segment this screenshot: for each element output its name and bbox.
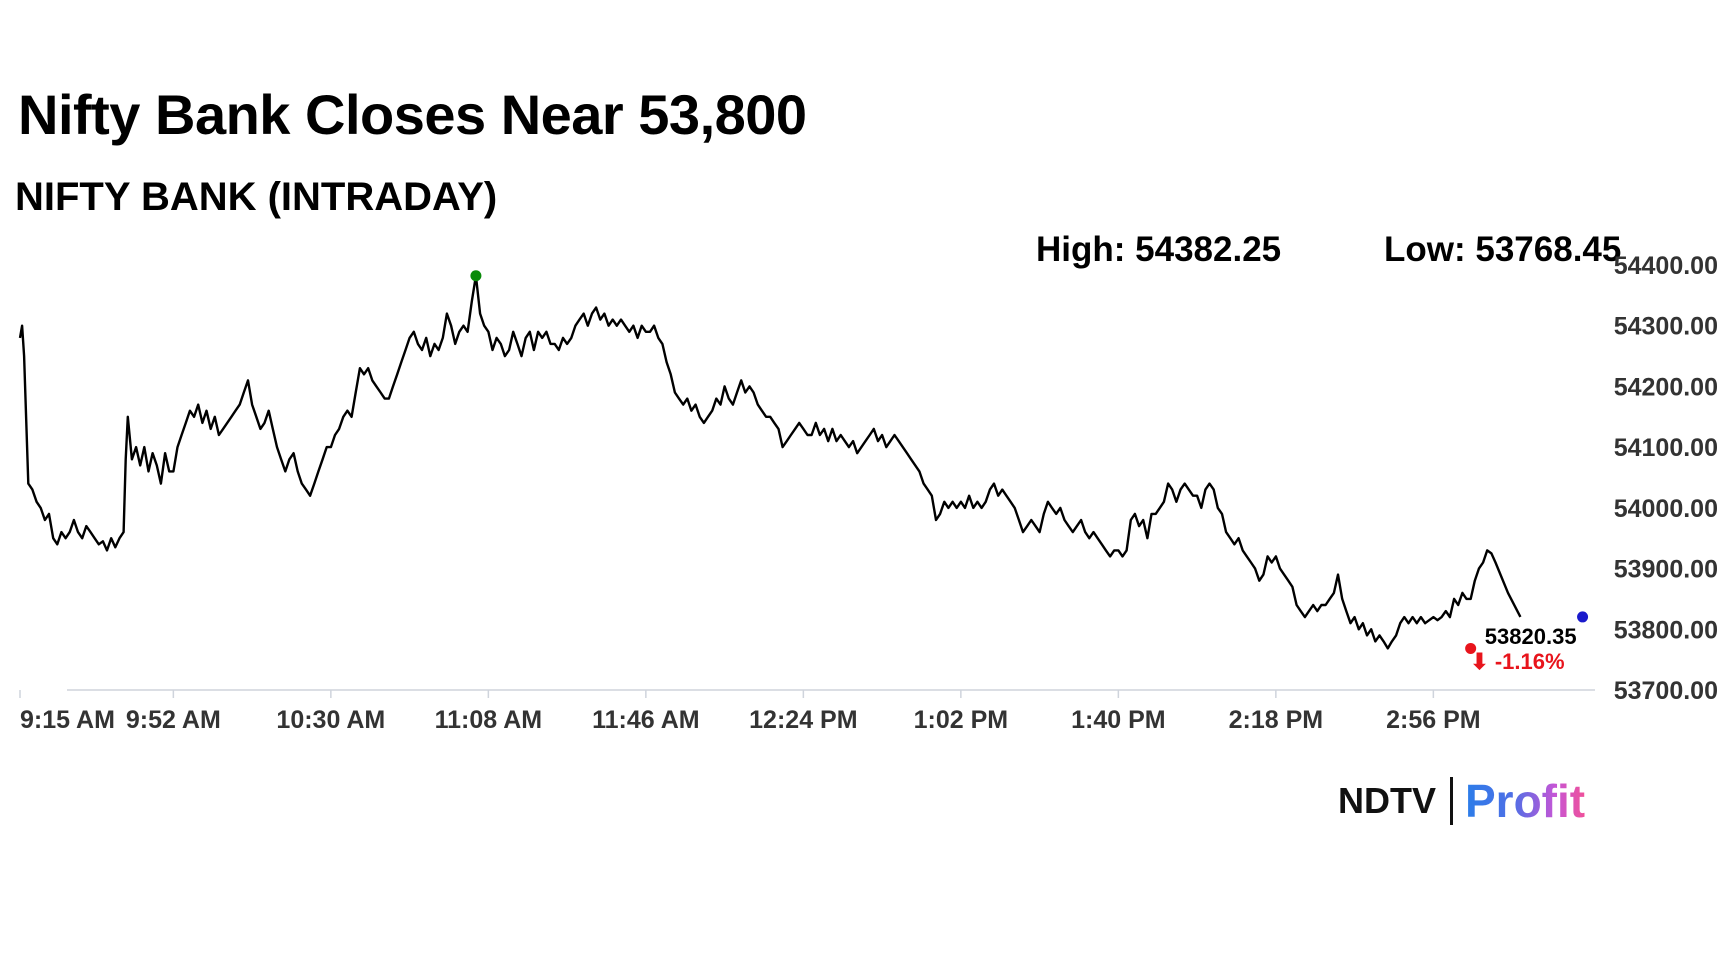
logo-divider bbox=[1450, 777, 1453, 825]
profit-logo-text: Profit bbox=[1465, 775, 1586, 827]
x-tick-label: 1:40 PM bbox=[1071, 706, 1165, 734]
y-tick-label: 54100.00 bbox=[1614, 434, 1718, 462]
chart-title: Nifty Bank Closes Near 53,800 bbox=[18, 83, 807, 146]
y-tick-label: 54000.00 bbox=[1614, 495, 1718, 523]
y-tick-label: 53800.00 bbox=[1614, 616, 1718, 644]
y-tick-label: 53900.00 bbox=[1614, 556, 1718, 584]
x-tick-label: 9:52 AM bbox=[126, 706, 221, 734]
change-percent-label: ⬇ -1.16% bbox=[1470, 649, 1564, 674]
chart-subtitle: NIFTY BANK (INTRADAY) bbox=[15, 175, 498, 219]
low-marker bbox=[1465, 642, 1477, 654]
close-value-label: 53820.35 bbox=[1485, 624, 1577, 649]
x-tick-label: 1:02 PM bbox=[914, 706, 1008, 734]
x-tick-label: 2:18 PM bbox=[1229, 706, 1323, 734]
close-marker bbox=[1577, 611, 1589, 623]
x-tick-label: 2:56 PM bbox=[1386, 706, 1480, 734]
ndtv-logo-text: NDTV bbox=[1338, 780, 1436, 821]
y-tick-label: 54400.00 bbox=[1614, 252, 1718, 280]
x-tick-label: 9:15 AM bbox=[20, 706, 115, 734]
brand-logo: NDTV Profit bbox=[1338, 775, 1585, 827]
y-tick-label: 53700.00 bbox=[1614, 677, 1718, 705]
low-label: Low: 53768.45 bbox=[1384, 230, 1622, 269]
x-tick-label: 11:46 AM bbox=[592, 706, 699, 734]
high-marker bbox=[470, 270, 482, 282]
y-tick-label: 54200.00 bbox=[1614, 373, 1718, 401]
x-tick-label: 10:30 AM bbox=[276, 706, 385, 734]
y-tick-label: 54300.00 bbox=[1614, 313, 1718, 341]
high-label: High: 54382.25 bbox=[1036, 230, 1282, 269]
x-tick-label: 11:08 AM bbox=[435, 706, 542, 734]
x-tick-label: 12:24 PM bbox=[749, 706, 857, 734]
series-line bbox=[18, 274, 1522, 650]
